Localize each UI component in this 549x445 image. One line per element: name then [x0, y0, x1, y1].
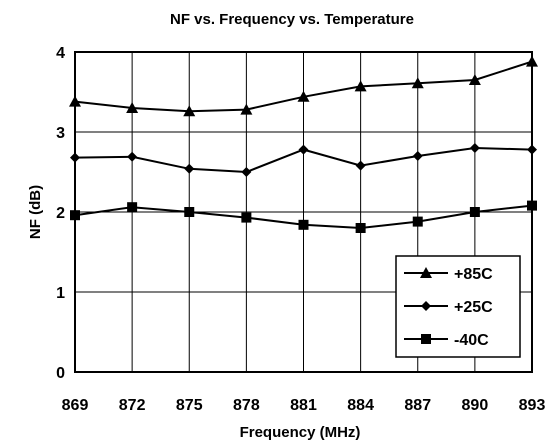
series-diamond	[70, 143, 537, 177]
data-point-square	[70, 210, 80, 221]
legend-marker-square	[421, 334, 431, 344]
y-tick-label: 2	[56, 205, 65, 222]
data-point-triangle	[183, 105, 196, 117]
data-point-square	[412, 216, 423, 227]
data-point-diamond	[298, 144, 309, 155]
data-point-diamond	[70, 152, 80, 163]
legend-marker-triangle	[420, 267, 432, 278]
data-point-triangle	[240, 103, 253, 115]
y-tick-label: 3	[56, 125, 65, 142]
data-point-square	[298, 219, 309, 230]
series-layer	[69, 55, 538, 233]
data-point-diamond	[241, 167, 252, 177]
data-point-square	[184, 207, 195, 217]
data-point-triangle	[468, 74, 481, 85]
x-tick-label: 887	[404, 397, 431, 414]
x-tick-label: 893	[519, 397, 546, 414]
legend-label: -40C	[454, 332, 489, 349]
data-point-triangle	[354, 80, 367, 92]
x-tick-label: 890	[462, 397, 489, 414]
x-tick-label: 872	[119, 397, 146, 414]
legend-label: +25C	[454, 299, 493, 316]
data-point-triangle	[297, 90, 310, 102]
series-square	[70, 200, 537, 233]
chart-title: NF vs. Frequency vs. Temperature	[170, 11, 414, 28]
x-tick-label: 884	[347, 397, 374, 414]
data-point-square	[241, 212, 252, 223]
data-point-triangle	[526, 55, 538, 67]
x-tick-label: 869	[62, 397, 89, 414]
y-tick-labels: 0 1 2 3 4	[56, 45, 65, 382]
legend-entry: +25C	[404, 299, 493, 316]
x-tick-label: 875	[176, 397, 203, 414]
legend: +85C +25C -40C	[395, 255, 521, 358]
data-point-square	[355, 223, 366, 233]
legend-marker-diamond	[421, 301, 431, 311]
x-axis-label: Frequency (MHz)	[240, 424, 361, 441]
data-point-triangle	[411, 77, 424, 89]
y-axis-label: NF (dB)	[27, 185, 44, 239]
data-point-diamond	[184, 163, 195, 174]
data-point-diamond	[412, 151, 423, 161]
data-point-diamond	[527, 144, 537, 155]
x-tick-label: 878	[233, 397, 260, 414]
y-tick-label: 0	[56, 365, 65, 382]
x-tick-label: 881	[290, 397, 317, 414]
data-point-diamond	[127, 151, 138, 162]
data-point-triangle	[69, 95, 81, 107]
data-point-diamond	[469, 143, 480, 153]
data-point-triangle	[126, 102, 139, 113]
legend-entry: +85C	[404, 266, 493, 283]
data-point-diamond	[355, 160, 366, 171]
y-tick-label: 4	[56, 45, 65, 62]
series-triangle	[69, 55, 538, 117]
x-tick-labels: 869 872 875 878 881 884 887 890 893	[62, 397, 546, 414]
y-tick-label: 1	[56, 285, 65, 302]
data-point-square	[469, 207, 480, 217]
data-point-square	[127, 202, 138, 213]
data-point-square	[527, 200, 537, 211]
legend-label: +85C	[454, 266, 493, 283]
legend-entry: -40C	[404, 332, 489, 349]
